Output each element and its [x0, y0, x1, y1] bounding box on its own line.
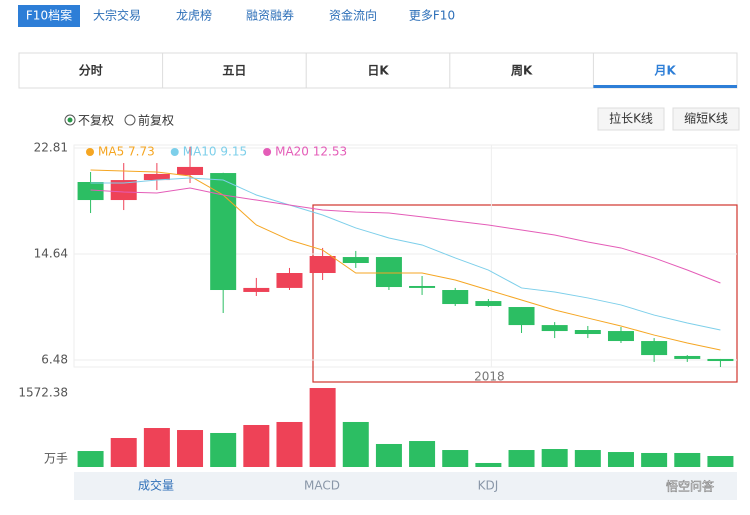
y-tick-label: 6.48: [41, 352, 68, 366]
candle-body: [243, 287, 270, 292]
tab-bar: [18, 52, 738, 89]
legend-label: MA5 7.73: [98, 145, 155, 159]
button-label[interactable]: 拉长K线: [609, 111, 653, 126]
watermark: 悟空问答: [666, 479, 714, 494]
ma-line: [90, 169, 721, 351]
highlight-box: [312, 204, 738, 383]
candle-body: [77, 182, 104, 201]
candle-body: [143, 173, 170, 181]
volume-bar: [110, 438, 137, 467]
legend-dot: [170, 148, 179, 156]
volume-bar: [409, 441, 436, 467]
candle-body: [674, 355, 701, 359]
volume-bar: [442, 450, 469, 467]
vol-tab[interactable]: MACD: [304, 479, 340, 493]
x-marker-label: 2018: [474, 370, 505, 384]
vol-tab[interactable]: KDJ: [478, 479, 499, 493]
radio-label[interactable]: 前复权: [138, 113, 174, 128]
legend-label: MA10 9.15: [183, 145, 247, 159]
candle-body: [541, 325, 568, 332]
volume-bar: [276, 421, 303, 467]
volume-bar: [508, 450, 535, 467]
candle-body: [309, 256, 336, 274]
tab[interactable]: 日K: [367, 64, 389, 78]
volume-bar: [375, 443, 402, 467]
candle-body: [475, 301, 502, 306]
candle-body: [442, 290, 469, 305]
button-label[interactable]: 缩短K线: [684, 111, 728, 126]
candle-body: [375, 257, 402, 288]
candle-body: [607, 331, 634, 342]
volume-bar: [342, 421, 369, 467]
volume-bar: [210, 432, 237, 467]
ma-line: [90, 177, 721, 331]
volume-bar: [674, 452, 701, 467]
radio-dot: [67, 117, 73, 123]
tab[interactable]: 月K: [654, 64, 677, 78]
candle-body: [641, 341, 668, 356]
legend-dot: [263, 148, 272, 156]
candle-body: [508, 307, 535, 326]
vol-tab[interactable]: 成交量: [138, 478, 174, 493]
nav-link[interactable]: 更多F10: [409, 9, 455, 23]
candle-body: [276, 273, 303, 288]
button[interactable]: [597, 107, 665, 131]
radio[interactable]: [124, 114, 136, 126]
candle-body: [210, 173, 237, 291]
vol-top-label: 1572.38: [18, 386, 68, 400]
vol-tab-bar: [74, 472, 737, 500]
y-tick-label: 14.64: [34, 247, 68, 261]
volume-bar: [309, 388, 336, 467]
nav-link[interactable]: 龙虎榜: [176, 8, 212, 23]
volume-bar: [707, 455, 734, 467]
volume-bar: [641, 452, 668, 467]
badge-bg: [18, 5, 80, 27]
radio-label[interactable]: 不复权: [78, 114, 114, 128]
volume-bar: [607, 452, 634, 467]
badge[interactable]: F10档案: [26, 8, 72, 23]
tab-active-underline: [593, 85, 737, 88]
candle-body: [409, 285, 436, 288]
volume-bar: [143, 428, 170, 467]
y-tick-label: 22.81: [34, 140, 68, 154]
nav-link[interactable]: 资金流向: [329, 8, 377, 23]
volume-bar: [541, 449, 568, 467]
candle-body: [342, 257, 369, 264]
volume-bar: [177, 430, 204, 467]
legend-label: MA20 12.53: [275, 145, 347, 159]
nav-link[interactable]: 融资融券: [246, 8, 294, 23]
vol-unit: 万手: [44, 452, 68, 466]
tab[interactable]: 分时: [79, 63, 103, 78]
legend-dot: [86, 148, 94, 156]
volume-bar: [77, 451, 104, 467]
button[interactable]: [672, 107, 740, 131]
volume-bar: [243, 424, 270, 467]
tab[interactable]: 周K: [511, 64, 533, 78]
candle-body: [574, 330, 601, 335]
candle-body: [177, 166, 204, 175]
volume-bar: [574, 450, 601, 467]
tab[interactable]: 五日: [222, 64, 246, 78]
nav-link[interactable]: 大宗交易: [93, 8, 141, 23]
volume-bar: [475, 462, 502, 467]
candle-body: [110, 180, 137, 201]
ma-line: [90, 187, 721, 284]
plot-frame: [73, 144, 738, 368]
candle-body: [707, 358, 734, 362]
